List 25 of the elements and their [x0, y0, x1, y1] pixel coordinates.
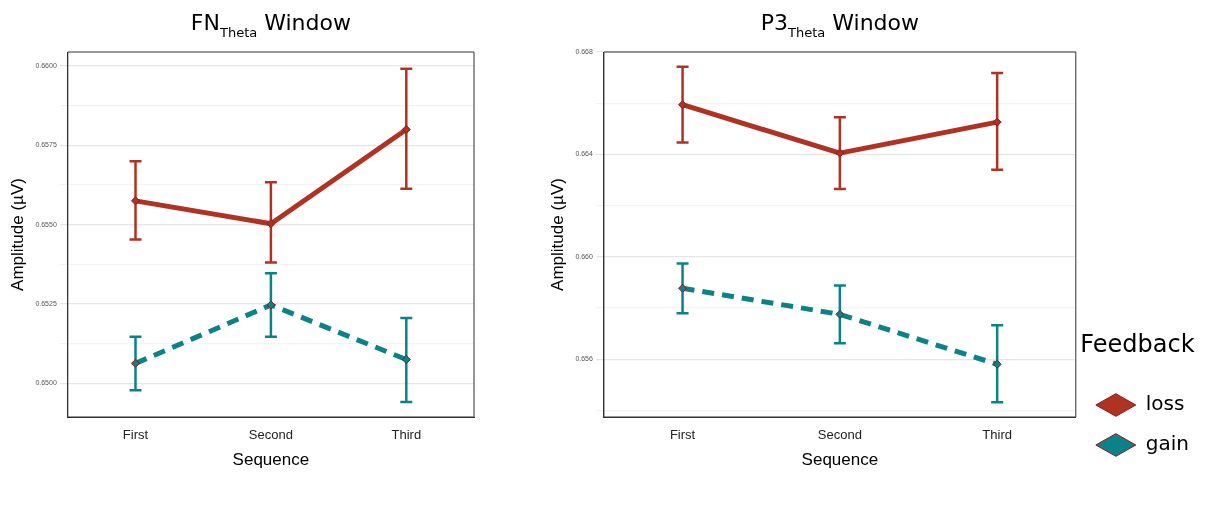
x-axis-title: Sequence	[232, 450, 310, 470]
point	[401, 124, 411, 134]
point	[266, 219, 276, 229]
x-tick-label: Third	[982, 427, 1012, 443]
point	[678, 100, 688, 110]
x-tick-label: Third	[391, 427, 422, 443]
point	[131, 358, 141, 368]
point	[835, 148, 845, 158]
legend-label: gain	[1145, 431, 1189, 456]
point	[835, 309, 845, 319]
legend-title: Feedback	[1080, 330, 1195, 359]
x-axis-title: Sequence	[801, 450, 879, 470]
point	[266, 300, 276, 310]
y-axis-title: Amplitude (µV)	[7, 178, 27, 291]
legend-label: loss	[1145, 391, 1185, 416]
y-axis-title: Amplitude (µV)	[547, 178, 567, 291]
point	[992, 359, 1002, 369]
point	[992, 117, 1002, 127]
x-tick-label: First	[122, 427, 149, 443]
point	[131, 196, 141, 206]
point	[401, 355, 411, 365]
x-tick-label: First	[669, 427, 696, 443]
x-tick-label: Second	[817, 427, 862, 443]
x-tick-label: Second	[248, 427, 293, 443]
point	[678, 283, 688, 293]
